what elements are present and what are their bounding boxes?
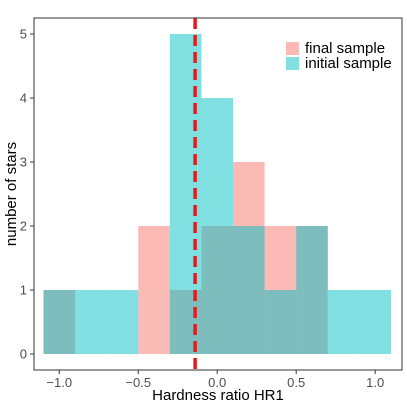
- bars-layer: [43, 34, 391, 354]
- x-tick-label-4: 1.0: [366, 375, 384, 390]
- bar-final-sample-1: [138, 226, 170, 354]
- y-tick-label-2: 2: [20, 219, 27, 234]
- bar-initial-sample-0: [43, 290, 76, 354]
- y-tick-label-4: 4: [20, 91, 27, 106]
- bar-initial-sample-5: [233, 226, 265, 354]
- bar-initial-sample-9: [359, 290, 391, 354]
- y-tick-label-3: 3: [20, 155, 27, 170]
- legend: final sample initial sample: [286, 40, 392, 72]
- x-tick-label-1: −0.5: [125, 375, 151, 390]
- legend-key-initial-sample: [286, 57, 299, 70]
- y-tick-label-5: 5: [20, 27, 27, 42]
- y-axis: 0 1 2 3 4 5: [20, 27, 34, 362]
- bar-initial-sample-6: [264, 290, 297, 354]
- legend-key-final-sample: [286, 42, 299, 55]
- bar-initial-sample-1: [75, 290, 107, 354]
- y-axis-title: number of stars: [3, 142, 20, 246]
- bar-initial-sample-2: [106, 290, 139, 354]
- legend-label-initial-sample: initial sample: [305, 55, 392, 72]
- x-axis: −1.0 −0.5 0.0 0.5 1.0: [46, 370, 384, 390]
- x-tick-label-2: 0.0: [208, 375, 226, 390]
- panel-border: [33, 17, 403, 371]
- y-tick-label-1: 1: [20, 283, 27, 298]
- bar-initial-sample-7: [296, 226, 328, 354]
- x-tick-label-0: −1.0: [46, 375, 72, 390]
- x-tick-label-3: 0.5: [287, 375, 305, 390]
- bar-initial-sample-4: [201, 98, 234, 354]
- y-tick-label-0: 0: [20, 347, 27, 362]
- x-axis-title: Hardness ratio HR1: [152, 387, 284, 404]
- legend-label-final-sample: final sample: [305, 40, 385, 57]
- bar-initial-sample-8: [327, 290, 360, 354]
